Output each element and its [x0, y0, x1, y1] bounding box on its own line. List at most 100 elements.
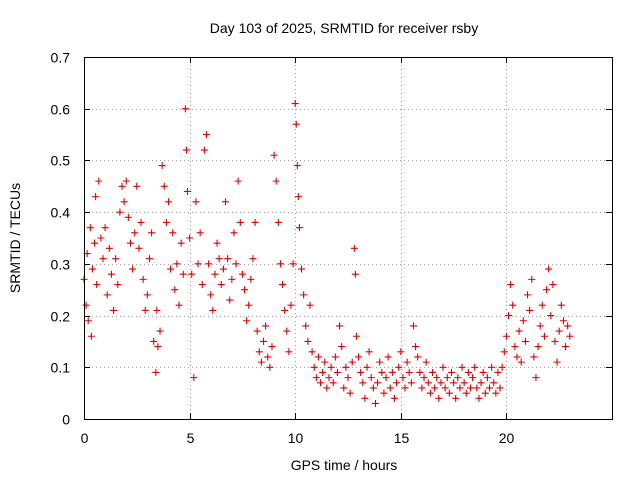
- data-point: [215, 255, 223, 263]
- data-point: [82, 301, 90, 309]
- y-axis-label: SRMTID / TECUs: [7, 183, 23, 293]
- data-point: [264, 353, 272, 361]
- data-point: [365, 348, 373, 356]
- data-point: [355, 353, 363, 361]
- data-point: [179, 270, 187, 278]
- data-point: [234, 177, 242, 185]
- data-point: [139, 275, 147, 283]
- data-point: [359, 379, 367, 387]
- data-point: [494, 368, 502, 376]
- data-point: [133, 182, 141, 190]
- data-point: [500, 348, 508, 356]
- data-point: [511, 343, 519, 351]
- data-point: [183, 187, 191, 195]
- data-point: [230, 229, 238, 237]
- data-point: [188, 270, 196, 278]
- data-point: [473, 384, 481, 392]
- data-point: [177, 239, 185, 247]
- data-point: [145, 255, 153, 263]
- data-point: [469, 374, 477, 382]
- data-point: [443, 374, 451, 382]
- data-point: [154, 343, 162, 351]
- data-point: [120, 198, 128, 206]
- data-point: [524, 291, 532, 299]
- data-point: [262, 322, 270, 330]
- data-point: [124, 213, 132, 221]
- data-point: [329, 379, 337, 387]
- data-point: [382, 374, 390, 382]
- data-point: [255, 348, 263, 356]
- data-point: [317, 379, 325, 387]
- x-tick-label: 5: [187, 430, 195, 446]
- y-tick-label: 0.2: [51, 309, 71, 325]
- data-point: [545, 265, 553, 273]
- data-point: [490, 379, 498, 387]
- data-point: [251, 218, 259, 226]
- data-point: [257, 358, 265, 366]
- data-point: [88, 265, 96, 273]
- data-point: [323, 384, 331, 392]
- data-point: [437, 379, 445, 387]
- data-point: [182, 146, 190, 154]
- data-point: [369, 384, 377, 392]
- data-point: [314, 353, 322, 361]
- data-point: [152, 368, 160, 376]
- data-point: [357, 368, 365, 376]
- data-point: [126, 239, 134, 247]
- data-point: [192, 198, 200, 206]
- data-point: [549, 281, 557, 289]
- data-point: [283, 327, 291, 335]
- x-tick-label: 10: [288, 430, 304, 446]
- data-point: [319, 368, 327, 376]
- data-point: [331, 353, 339, 361]
- data-point: [243, 317, 251, 325]
- data-point: [289, 260, 297, 268]
- data-point: [321, 358, 329, 366]
- data-point: [441, 384, 449, 392]
- data-point: [272, 177, 280, 185]
- data-point: [348, 358, 356, 366]
- data-point: [114, 281, 122, 289]
- data-point: [97, 234, 105, 242]
- data-point: [551, 337, 559, 345]
- data-point: [287, 301, 295, 309]
- data-point: [137, 218, 145, 226]
- data-point: [344, 374, 352, 382]
- y-tick-label: 0.7: [51, 50, 71, 66]
- data-point: [553, 358, 561, 366]
- data-point: [300, 291, 308, 299]
- data-point: [515, 327, 523, 335]
- data-point: [479, 368, 487, 376]
- data-point: [431, 384, 439, 392]
- data-point: [293, 162, 301, 170]
- data-point: [190, 374, 198, 382]
- data-point: [517, 358, 525, 366]
- data-point: [405, 368, 413, 376]
- data-point: [99, 255, 107, 263]
- data-point: [84, 317, 92, 325]
- data-point: [534, 343, 542, 351]
- data-point: [363, 363, 371, 371]
- data-point: [509, 301, 517, 309]
- data-point: [367, 374, 375, 382]
- y-tick-label: 0.5: [51, 153, 71, 169]
- data-point: [186, 234, 194, 242]
- data-point: [169, 229, 177, 237]
- x-axis-label: GPS time / hours: [291, 457, 398, 473]
- data-point: [162, 218, 170, 226]
- data-point: [333, 368, 341, 376]
- data-point: [129, 265, 137, 273]
- data-point: [202, 131, 210, 139]
- data-point: [167, 265, 175, 273]
- data-point: [222, 198, 230, 206]
- data-point: [217, 281, 225, 289]
- data-point: [245, 301, 253, 309]
- x-tick-label: 0: [81, 430, 89, 446]
- data-point: [236, 218, 244, 226]
- data-point: [103, 291, 111, 299]
- data-point: [407, 379, 415, 387]
- data-point: [325, 374, 333, 382]
- data-point: [302, 322, 310, 330]
- data-point: [464, 368, 472, 376]
